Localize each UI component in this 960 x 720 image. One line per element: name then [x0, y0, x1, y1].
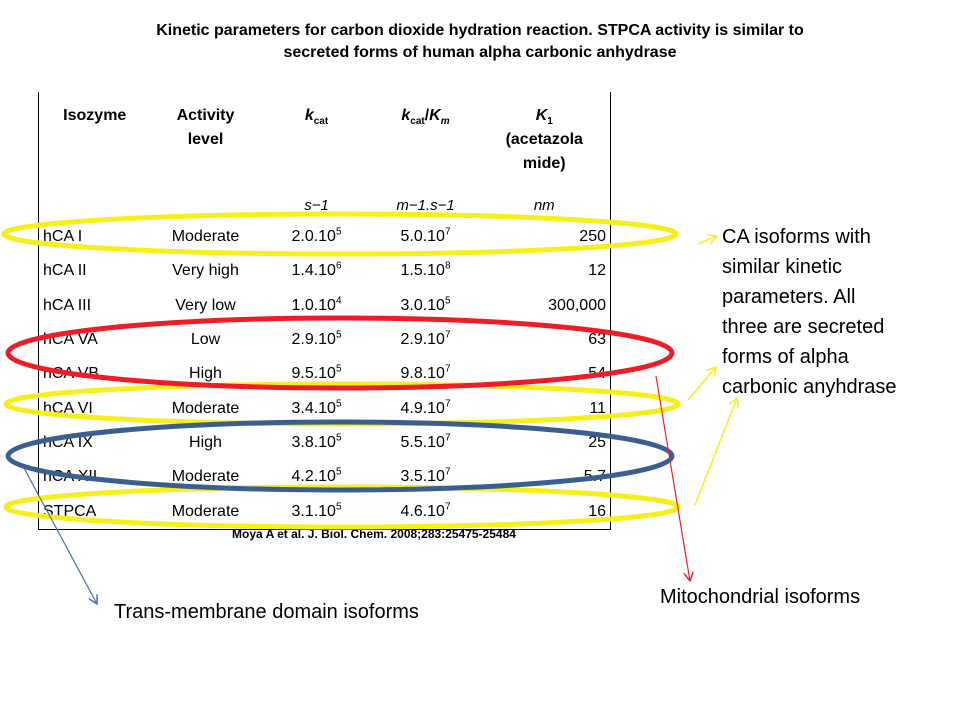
- arrow-red: [655, 375, 690, 581]
- cell-kcat-km: 9.8.107: [400, 364, 451, 383]
- cell-kcat: 3.8.105: [291, 432, 342, 451]
- table-row: hCA XII Moderate 4.2.105 3.5.107 5.7: [39, 460, 611, 494]
- cell-kcat: 3.1.105: [291, 501, 342, 520]
- secreted-isoforms-note: CA isoforms with similar kinetic paramet…: [722, 222, 897, 402]
- secreted-note-line: three are secreted: [722, 316, 885, 338]
- cell-activity: Moderate: [171, 502, 240, 520]
- cell-activity: Moderate: [171, 228, 240, 246]
- cell-kcat: 4.2.105: [291, 466, 342, 486]
- header-isozyme: Isozyme: [63, 107, 127, 124]
- cell-kcat-km: 2.9.107: [400, 329, 451, 349]
- cell-kcat: 2.0.105: [291, 226, 342, 246]
- cell-kcat-km: 3.5.107: [400, 466, 451, 486]
- table-row: hCA I Moderate 2.0.105 5.0.107 250: [39, 220, 611, 254]
- cell-activity: Very low: [175, 296, 236, 314]
- table-row: hCA VI Moderate 3.4.105 4.9.107 11: [39, 391, 611, 425]
- cell-ki: 63: [588, 331, 606, 349]
- unit-kcat: s−1: [304, 196, 329, 214]
- slide-title: Kinetic parameters for carbon dioxide hy…: [40, 20, 920, 64]
- arrow-yellow-1: [697, 236, 717, 245]
- cell-activity: High: [189, 365, 222, 383]
- cell-activity: Very high: [172, 262, 239, 280]
- unit-ki: nm: [533, 196, 555, 214]
- arrow-yellow-3: [694, 398, 737, 506]
- cell-kcat-km: 5.5.107: [400, 432, 451, 451]
- citation: Moya A et al. J. Biol. Chem. 2008;283:25…: [232, 527, 516, 541]
- unit-kcat-km: m−1.s−1: [396, 196, 455, 214]
- units-row: s−1 m−1.s−1 nm: [39, 190, 611, 220]
- cell-isozyme: hCA VB: [43, 365, 100, 383]
- header-row: Isozyme Activity level kcat kcat/Km K1 (ac…: [39, 92, 611, 190]
- cell-kcat: 9.5.105: [291, 364, 342, 383]
- cell-ki: 25: [588, 433, 606, 451]
- cell-ki: 250: [579, 228, 606, 246]
- cell-activity: Low: [190, 331, 221, 349]
- table-row: hCA III Very low 1.0.104 3.0.105 300,000: [39, 289, 611, 323]
- secreted-note-line: CA isoforms with: [722, 226, 871, 248]
- mitochondrial-isoforms-note: Mitochondrial isoforms: [660, 586, 861, 608]
- cell-activity: Moderate: [171, 399, 240, 417]
- cell-activity: Moderate: [171, 468, 240, 486]
- secreted-note-line: carbonic anyhdrase: [722, 376, 897, 398]
- cell-kcat: 2.9.105: [291, 329, 342, 349]
- cell-isozyme: hCA VA: [43, 331, 98, 349]
- cell-activity: High: [189, 433, 222, 451]
- cell-ki: 300,000: [548, 296, 606, 314]
- arrow-yellow-2: [687, 367, 716, 401]
- cell-ki: 11: [589, 399, 606, 417]
- cell-kcat: 3.4.105: [291, 398, 342, 417]
- title-line-1: Kinetic parameters for carbon dioxide hy…: [156, 22, 804, 39]
- cell-ki: 16: [588, 502, 606, 520]
- cell-isozyme: hCA III: [43, 296, 92, 314]
- cell-kcat-km: 4.6.107: [400, 501, 451, 520]
- cell-isozyme: STPCA: [43, 502, 97, 520]
- title-line-2: secreted forms of human alpha carbonic a…: [283, 44, 677, 61]
- cell-kcat-km: 1.5.108: [400, 261, 451, 280]
- table-row: hCA II Very high 1.4.106 1.5.108 12: [39, 254, 611, 288]
- cell-ki: 12: [588, 262, 606, 280]
- table-row: hCA VB High 9.5.105 9.8.107 54: [39, 357, 611, 391]
- cell-kcat-km: 5.0.107: [400, 226, 451, 246]
- secreted-note-line: forms of alpha: [722, 346, 849, 368]
- cell-isozyme: hCA I: [43, 228, 83, 246]
- cell-isozyme: hCA VI: [43, 399, 93, 417]
- table-row: hCA VA Low 2.9.105 2.9.107 63: [39, 323, 611, 357]
- cell-kcat: 1.4.106: [291, 261, 342, 280]
- cell-kcat-km: 4.9.107: [400, 398, 451, 417]
- cell-kcat-km: 3.0.105: [400, 295, 451, 314]
- cell-ki: 54: [588, 365, 606, 383]
- cell-isozyme: hCA II: [43, 262, 87, 280]
- transmembrane-isoforms-note: Trans-membrane domain isoforms: [114, 601, 419, 623]
- cell-kcat: 1.0.104: [291, 295, 342, 314]
- header-ki: K1 (acetazola mide): [505, 107, 583, 172]
- cell-ki: 5.7: [583, 468, 606, 486]
- cell-isozyme: hCA XII: [43, 468, 98, 486]
- table-row: hCA IX High 3.8.105 5.5.107 25: [39, 426, 611, 460]
- header-activity: Activity level: [176, 107, 235, 148]
- kinetic-parameters-table: Isozyme Activity level kcat kcat/Km K1 (ac…: [38, 92, 611, 530]
- table-row: STPCA Moderate 3.1.105 4.6.107 16: [39, 494, 611, 529]
- header-kcat-km: kcat/Km: [401, 107, 450, 128]
- header-kcat: kcat: [304, 107, 329, 128]
- cell-isozyme: hCA IX: [43, 433, 93, 451]
- secreted-note-line: parameters. All: [722, 286, 856, 308]
- secreted-note-line: similar kinetic: [722, 256, 843, 278]
